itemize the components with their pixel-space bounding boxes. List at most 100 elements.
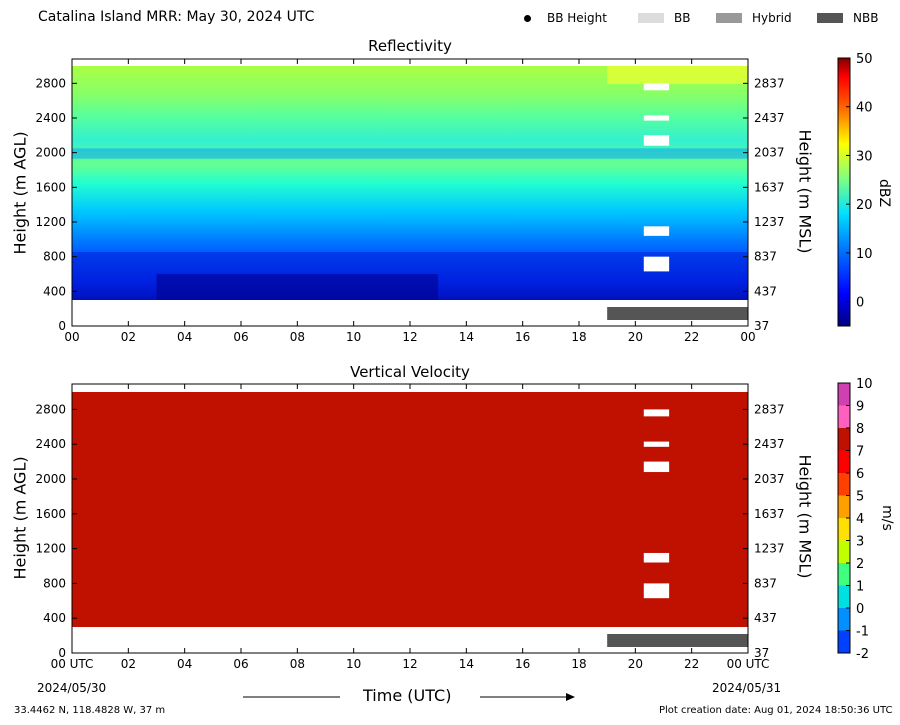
x-tick-label: 10 [346,657,361,671]
vel-ylabel-right: Height (m MSL) [795,454,815,579]
missing-data-gap [643,135,670,146]
velocity-colorbar-segment [838,405,850,428]
y-tick-label: 1600 [35,180,66,194]
x-tick-label: 08 [290,330,305,344]
y-tick-label-right: 837 [754,576,777,590]
dbz-colorbar [837,57,851,327]
velocity-colorbar-segment [838,540,850,563]
legend-label: Hybrid [752,11,792,25]
y-tick-label: 2000 [35,146,66,160]
location-info: 33.4462 N, 118.4828 W, 37 m [14,705,166,716]
colorbar-tick-label: 1 [856,580,864,595]
x-tick-label: 10 [346,330,361,344]
x-tick-label: 02 [121,330,136,344]
start-date: 2024/05/30 [37,681,107,695]
y-tick-label-right: 837 [754,250,777,264]
colorbar-tick-label: 8 [856,422,864,437]
missing-data-gap [643,115,670,121]
velocity-colorbar-segment [838,608,850,631]
legend-label: BB [674,11,691,25]
x-tick-label: 14 [459,330,474,344]
y-tick-label-right: 2837 [754,402,785,416]
x-tick-label: 08 [290,657,305,671]
missing-data-gap [643,256,670,272]
colorbar-tick-label: 0 [856,296,864,311]
y-tick-label: 2000 [35,472,66,486]
missing-data-gap [643,441,670,447]
refl-ylabel-left: Height (m AGL) [10,131,30,255]
reflectivity-panel [72,66,748,326]
y-tick-label: 400 [43,284,66,298]
y-tick-label-right: 37 [754,646,769,660]
y-tick-label: 0 [58,319,66,333]
y-tick-label-right: 437 [754,611,777,625]
y-tick-label: 2400 [35,111,66,125]
colorbar-tick-label: 40 [856,101,873,116]
legend-label: BB Height [547,11,607,25]
velocity-colorbar-segment [838,383,850,406]
end-date: 2024/05/31 [712,681,782,695]
legend-swatch [716,13,742,23]
y-tick-label-right: 2037 [754,146,785,160]
x-tick-label: 06 [233,330,248,344]
x-tick-label: 16 [515,657,530,671]
nbb-type-bar [607,634,748,647]
colorbar-tick-label: 50 [856,52,873,67]
colorbar-tick-label: 6 [856,467,864,482]
y-tick-label: 2400 [35,437,66,451]
reflectivity-title: Reflectivity [368,37,452,55]
y-tick-label: 1600 [35,507,66,521]
x-tick-label: 18 [571,330,586,344]
nbb-type-bar [607,307,748,320]
x-tick-label: 18 [571,657,586,671]
refl-ylabel-right: Height (m MSL) [795,129,815,254]
x-tick-label: 00 UTC [727,657,770,671]
vel-colorbar-label: m/s [878,505,895,531]
x-tick-label: 20 [628,657,643,671]
colorbar-tick-label: 20 [856,198,873,213]
missing-data-gap [643,226,670,236]
colorbar-tick-label: -1 [856,625,869,640]
y-tick-label-right: 2437 [754,111,785,125]
bb-height-marker-icon [524,14,531,22]
x-tick-label: 22 [684,330,699,344]
colorbar-tick-label: 2 [856,557,864,572]
legend-nbb: NBB [817,11,878,25]
legend-bb-height: BB Height [524,11,607,25]
velocity-colorbar-segment [838,630,850,653]
y-tick-label-right: 2437 [754,437,785,451]
y-tick-label: 0 [58,646,66,660]
x-tick-label: 06 [233,657,248,671]
x-tick-label: 02 [121,657,136,671]
x-axis-arrows [243,693,575,701]
y-tick-label-right: 437 [754,284,777,298]
legend-label: NBB [853,11,879,25]
y-tick-label-right: 2037 [754,472,785,486]
missing-data-gap [643,552,670,563]
colorbar-tick-label: 4 [856,512,864,527]
x-tick-label: 12 [402,657,417,671]
x-tick-label: 20 [628,330,643,344]
velocity-colorbar-segment [838,450,850,473]
reflectivity-layer [72,148,748,159]
colorbar-tick-label: -2 [856,647,869,662]
colorbar-tick-label: 5 [856,490,864,505]
y-tick-label: 2800 [35,402,66,416]
x-tick-label: 04 [177,657,192,671]
x-axis-label: Time (UTC) [363,686,452,705]
x-tick-label: 22 [684,657,699,671]
y-tick-label: 400 [43,611,66,625]
arrow-right-icon [566,693,575,701]
x-tick-label: 12 [402,330,417,344]
y-tick-label: 1200 [35,542,66,556]
velocity-colorbar-segment [838,428,850,451]
y-tick-label-right: 1237 [754,215,785,229]
velocity-field [72,392,748,627]
colorbar-tick-label: 9 [856,400,864,415]
colorbar-tick-label: 10 [856,247,873,262]
missing-data-gap [643,583,670,599]
reflectivity-top-band [607,66,748,84]
velocity-colorbar-segment [838,563,850,586]
